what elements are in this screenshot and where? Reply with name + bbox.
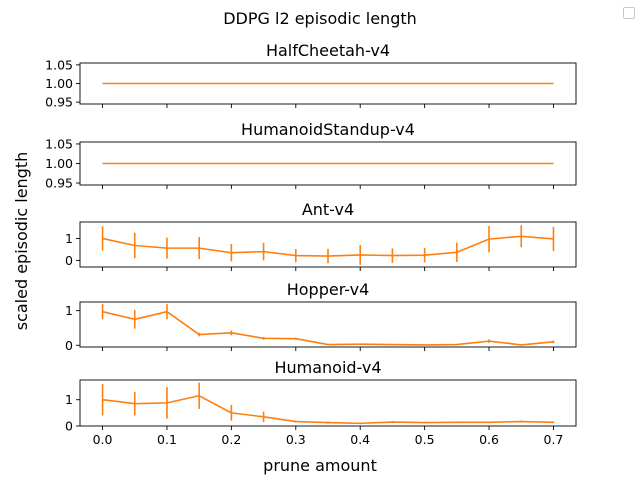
subplot-panels: HalfCheetah-v40.951.001.05HumanoidStandu… (45, 41, 577, 447)
y-axis-label: scaled episodic length (12, 152, 31, 331)
figure-suptitle: DDPG l2 episodic length (223, 9, 417, 28)
x-tick-label: 0.4 (350, 432, 370, 447)
series-line (102, 310, 554, 346)
y-tick-label: 0 (65, 253, 73, 268)
y-tick-label: 0.95 (45, 176, 73, 191)
subplot-5: Humanoid-v4 0 1 0.0 0.1 0.2 0.3 0.4 0.5 0.6 0.7 (65, 358, 577, 447)
axes-frame (79, 379, 577, 427)
x-tick-label: 0.0 (93, 432, 113, 447)
subplot-2: HumanoidStandup-v4 0.95 1.00 1.05 (45, 120, 577, 191)
x-tick-label: 0.5 (415, 432, 435, 447)
series-line (102, 394, 554, 425)
subplot-3: Ant-v4 0 1 (65, 200, 577, 271)
axes-frame (79, 301, 577, 348)
y-tick-label: 1.05 (45, 57, 73, 72)
y-tick-label: 0 (65, 419, 73, 434)
axes-frame (79, 221, 577, 268)
subplot-4: Hopper-v4 0 1 (65, 280, 577, 353)
y-tick-label: 1.00 (45, 156, 73, 171)
x-tick-label: 0.6 (479, 432, 499, 447)
x-tick-label: 0.7 (544, 432, 564, 447)
x-tick-label: 0.2 (221, 432, 241, 447)
subplot-title: HalfCheetah-v4 (266, 41, 390, 60)
y-tick-label: 0.95 (45, 95, 73, 110)
x-tick-label: 0.1 (157, 432, 177, 447)
y-tick-label: 1 (65, 303, 73, 318)
y-tick-label: 1.05 (45, 136, 73, 151)
y-tick-label: 1 (65, 392, 73, 407)
y-tick-label: 0 (65, 338, 73, 353)
subplot-title: Hopper-v4 (287, 280, 370, 299)
subplot-1: HalfCheetah-v4 0.95 1.00 1.05 (45, 41, 577, 110)
subplot-title: Humanoid-v4 (274, 358, 381, 377)
y-tick-label: 1 (65, 231, 73, 246)
subplot-title: Ant-v4 (302, 200, 354, 219)
y-tick-label: 1.00 (45, 76, 73, 91)
x-tick-label: 0.3 (286, 432, 306, 447)
x-axis-label: prune amount (263, 456, 377, 475)
subplot-title: HumanoidStandup-v4 (241, 120, 415, 139)
legend-toggle[interactable] (623, 7, 635, 19)
